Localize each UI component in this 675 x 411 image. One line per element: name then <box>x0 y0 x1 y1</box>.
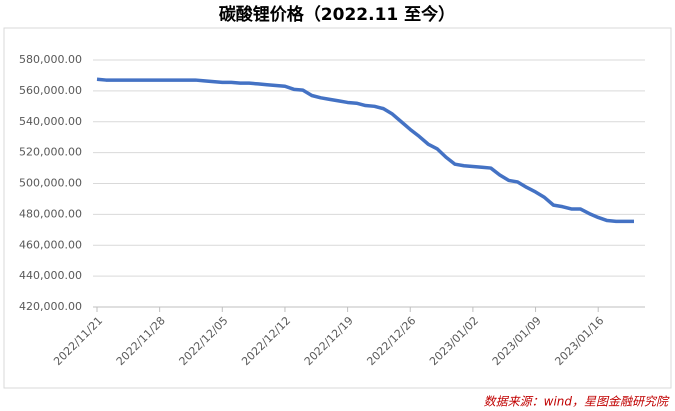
y-tick-label: 560,000.00 <box>19 84 82 97</box>
price-line <box>96 77 634 224</box>
chart-title: 碳酸锂价格（2022.11 至今） <box>219 4 455 25</box>
y-tick-label: 440,000.00 <box>19 269 82 282</box>
chart-frame <box>3 27 672 389</box>
y-tick-label: 420,000.00 <box>19 300 82 313</box>
y-tick-label: 580,000.00 <box>19 53 82 66</box>
source-note: 数据来源：wind，星图金融研究院 <box>484 395 670 409</box>
y-tick-label: 520,000.00 <box>19 146 82 159</box>
y-tick-label: 460,000.00 <box>19 238 82 251</box>
y-tick-label: 500,000.00 <box>19 177 82 190</box>
y-tick-label: 540,000.00 <box>19 115 82 128</box>
y-tick-label: 480,000.00 <box>19 207 82 220</box>
